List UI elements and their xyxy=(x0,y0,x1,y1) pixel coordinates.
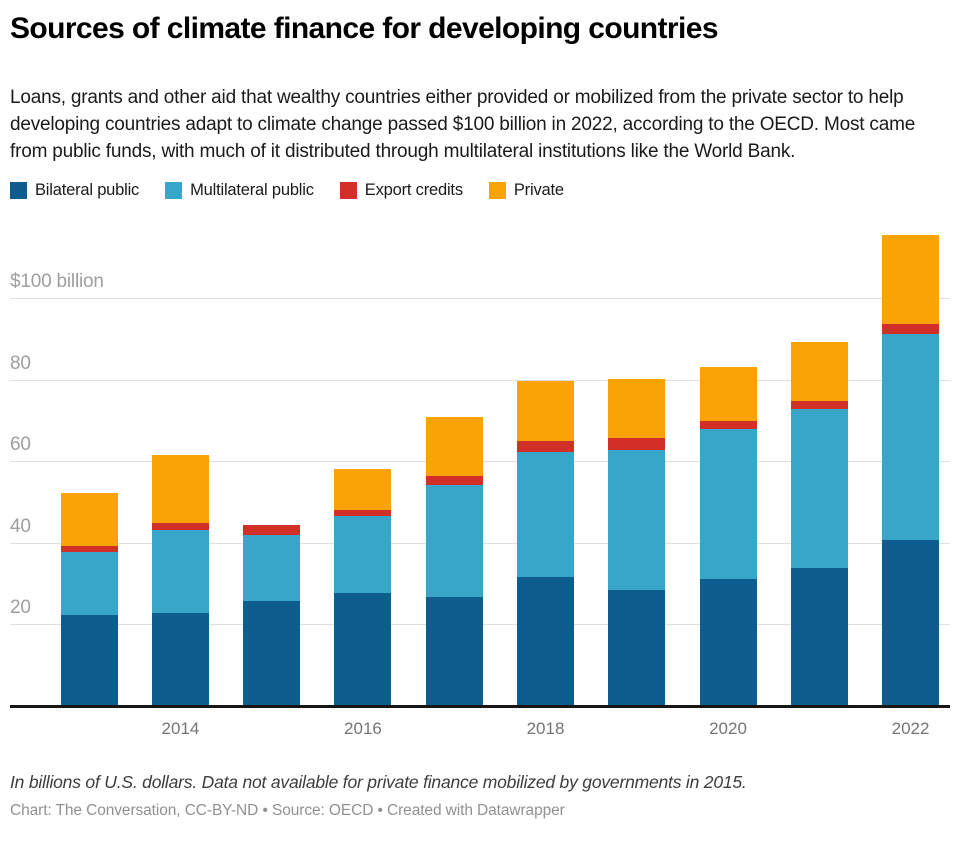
x-axis-baseline xyxy=(10,705,950,708)
x-axis: 2014 2016 2018 2020 2022 xyxy=(10,707,950,740)
y-tick-label-100: $100 billion xyxy=(10,271,104,293)
bar-2020[interactable] xyxy=(699,367,757,707)
credit-line: Chart: The Conversation, CC-BY-ND • Sour… xyxy=(10,802,565,819)
bar-segment-2017-export-credits[interactable] xyxy=(425,476,483,485)
bar-segment-2021-export-credits[interactable] xyxy=(790,400,848,410)
legend-swatch-export-credits-icon xyxy=(339,182,357,199)
bar-segment-2013-export-credits[interactable] xyxy=(60,545,118,553)
bar-segment-2022-multilateral-public[interactable] xyxy=(882,333,940,540)
bar-2021[interactable] xyxy=(790,342,848,707)
legend-swatch-multilateral-public-icon xyxy=(165,182,183,199)
bar-segment-2017-private[interactable] xyxy=(425,417,483,477)
x-tick-label-2018: 2018 xyxy=(526,719,565,738)
bar-segment-2013-private[interactable] xyxy=(60,493,118,546)
bar-segment-2016-bilateral-public[interactable] xyxy=(334,592,392,707)
y-tick-label-20: 20 xyxy=(10,597,31,619)
bar-segment-2017-multilateral-public[interactable] xyxy=(425,484,483,597)
y-tick-label-40: 40 xyxy=(10,515,31,537)
stacked-bar-chart: 20 40 60 80 $100 billion 2014 2016 2018 2020 202… xyxy=(10,230,950,740)
gridline-80 xyxy=(10,379,950,381)
bar-segment-2014-private[interactable] xyxy=(151,455,209,524)
bar-2015[interactable] xyxy=(243,525,301,707)
plot-area: 20 40 60 80 $100 billion xyxy=(10,230,950,708)
bar-segment-2015-export-credits[interactable] xyxy=(243,525,301,536)
bar-segment-2022-private[interactable] xyxy=(882,234,940,324)
bar-segment-2020-multilateral-public[interactable] xyxy=(699,428,757,579)
legend-label-bilateral-public: Bilateral public xyxy=(35,181,140,199)
bar-segment-2021-multilateral-public[interactable] xyxy=(790,409,848,568)
x-tick-label-2014: 2014 xyxy=(161,719,200,738)
legend-label-private: Private xyxy=(513,181,564,199)
bar-segment-2018-multilateral-public[interactable] xyxy=(517,451,574,577)
bar-2018[interactable] xyxy=(517,381,574,707)
bar-segment-2018-private[interactable] xyxy=(517,381,574,442)
footnote: In billions of U.S. dollars. Data not av… xyxy=(10,772,747,792)
legend-item-private: Private xyxy=(488,181,564,200)
legend-label-multilateral-public: Multilateral public xyxy=(190,181,314,199)
legend-swatch-private-icon xyxy=(488,182,506,199)
bar-segment-2019-export-credits[interactable] xyxy=(608,437,666,450)
bar-segment-2022-bilateral-public[interactable] xyxy=(882,539,940,707)
bar-segment-2019-bilateral-public[interactable] xyxy=(608,590,666,707)
bar-segment-2014-bilateral-public[interactable] xyxy=(151,612,209,707)
bar-segment-2013-multilateral-public[interactable] xyxy=(60,552,118,616)
y-tick-label-80: 80 xyxy=(10,352,31,374)
bar-2017[interactable] xyxy=(425,417,483,707)
x-tick-label-2022: 2022 xyxy=(891,719,930,738)
chart-description: Loans, grants and other aid that wealthy… xyxy=(10,87,916,162)
legend-item-export-credits: Export credits xyxy=(339,181,463,200)
bar-segment-2019-private[interactable] xyxy=(608,379,666,438)
page-title: Sources of climate finance for developin… xyxy=(10,12,719,45)
legend-item-bilateral-public: Bilateral public xyxy=(10,181,139,200)
x-tick-label-2016: 2016 xyxy=(344,719,382,738)
bar-2019[interactable] xyxy=(608,379,666,707)
legend-item-multilateral-public: Multilateral public xyxy=(165,181,314,200)
bar-segment-2017-bilateral-public[interactable] xyxy=(425,596,483,707)
bar-segment-2015-multilateral-public[interactable] xyxy=(243,535,301,602)
y-tick-label-60: 60 xyxy=(10,434,31,456)
bar-segment-2018-bilateral-public[interactable] xyxy=(517,576,574,707)
bar-segment-2014-multilateral-public[interactable] xyxy=(151,529,209,613)
bar-2013[interactable] xyxy=(60,493,118,707)
bar-segment-2019-multilateral-public[interactable] xyxy=(608,449,666,590)
bar-segment-2021-private[interactable] xyxy=(790,342,848,401)
bar-segment-2013-bilateral-public[interactable] xyxy=(60,615,118,707)
bar-segment-2020-private[interactable] xyxy=(699,367,757,421)
legend-swatch-bilateral-public-icon xyxy=(10,182,27,199)
bar-segment-2021-bilateral-public[interactable] xyxy=(790,567,848,707)
legend-label-export-credits: Export credits xyxy=(364,181,463,199)
bar-2014[interactable] xyxy=(151,455,209,707)
bar-2022[interactable] xyxy=(882,234,940,707)
gridline-100 xyxy=(10,298,950,300)
bar-segment-2020-bilateral-public[interactable] xyxy=(699,579,757,707)
bar-segment-2018-export-credits[interactable] xyxy=(517,441,574,452)
bar-segment-2015-bilateral-public[interactable] xyxy=(243,601,301,707)
bar-segment-2022-export-credits[interactable] xyxy=(882,323,940,334)
bar-segment-2014-export-credits[interactable] xyxy=(151,523,209,530)
legend: Bilateral public Multilateral public Exp… xyxy=(10,181,950,200)
bar-2016[interactable] xyxy=(334,468,392,707)
bar-segment-2016-private[interactable] xyxy=(334,468,392,510)
x-tick-label-2020: 2020 xyxy=(709,719,747,738)
bar-segment-2016-multilateral-public[interactable] xyxy=(334,515,392,593)
bar-segment-2020-export-credits[interactable] xyxy=(699,420,757,429)
bar-segment-2016-export-credits[interactable] xyxy=(334,509,392,516)
